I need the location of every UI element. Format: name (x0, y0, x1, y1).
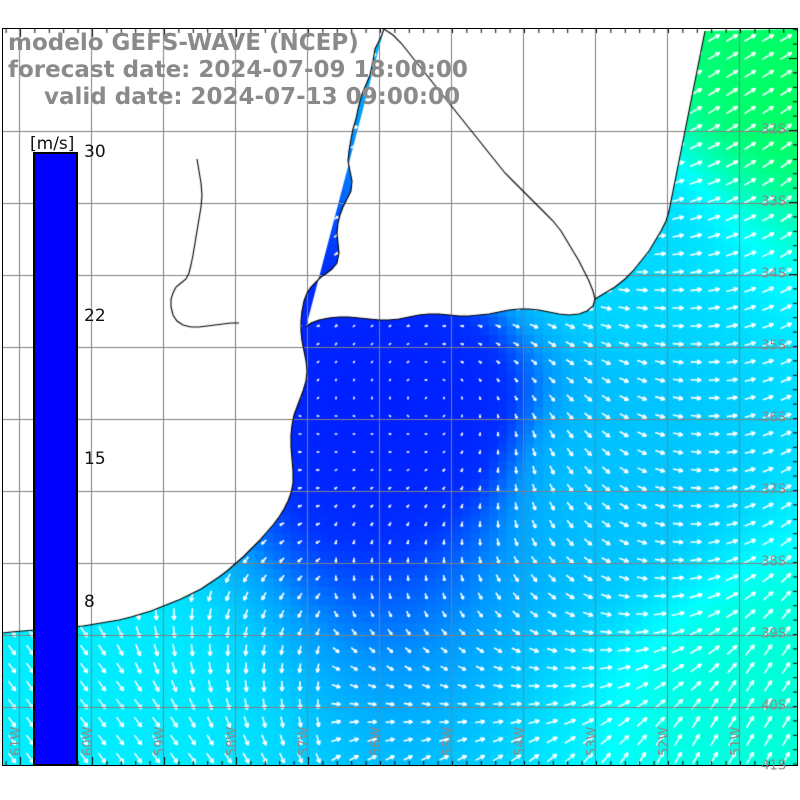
colorbar-tick-15: 15 (84, 449, 106, 469)
colorbar-tick-labels: 30 22 15 8 (80, 130, 130, 780)
right-axis-ticks (789, 28, 798, 766)
colorbar-unit-label: [m/s] (30, 134, 75, 154)
wind-field-canvas[interactable] (3, 29, 797, 765)
top-axis-ticks (2, 28, 798, 37)
colorbar: [m/s] 30 22 15 8 (0, 130, 130, 780)
bottom-axis-ticks (2, 757, 798, 766)
colorbar-tick-8: 8 (84, 592, 95, 613)
colorbar-tick-22: 22 (84, 305, 106, 326)
colorbar-gradient (33, 152, 78, 766)
map-plot-frame[interactable] (2, 28, 798, 766)
colorbar-tick-30: 30 (84, 142, 106, 162)
